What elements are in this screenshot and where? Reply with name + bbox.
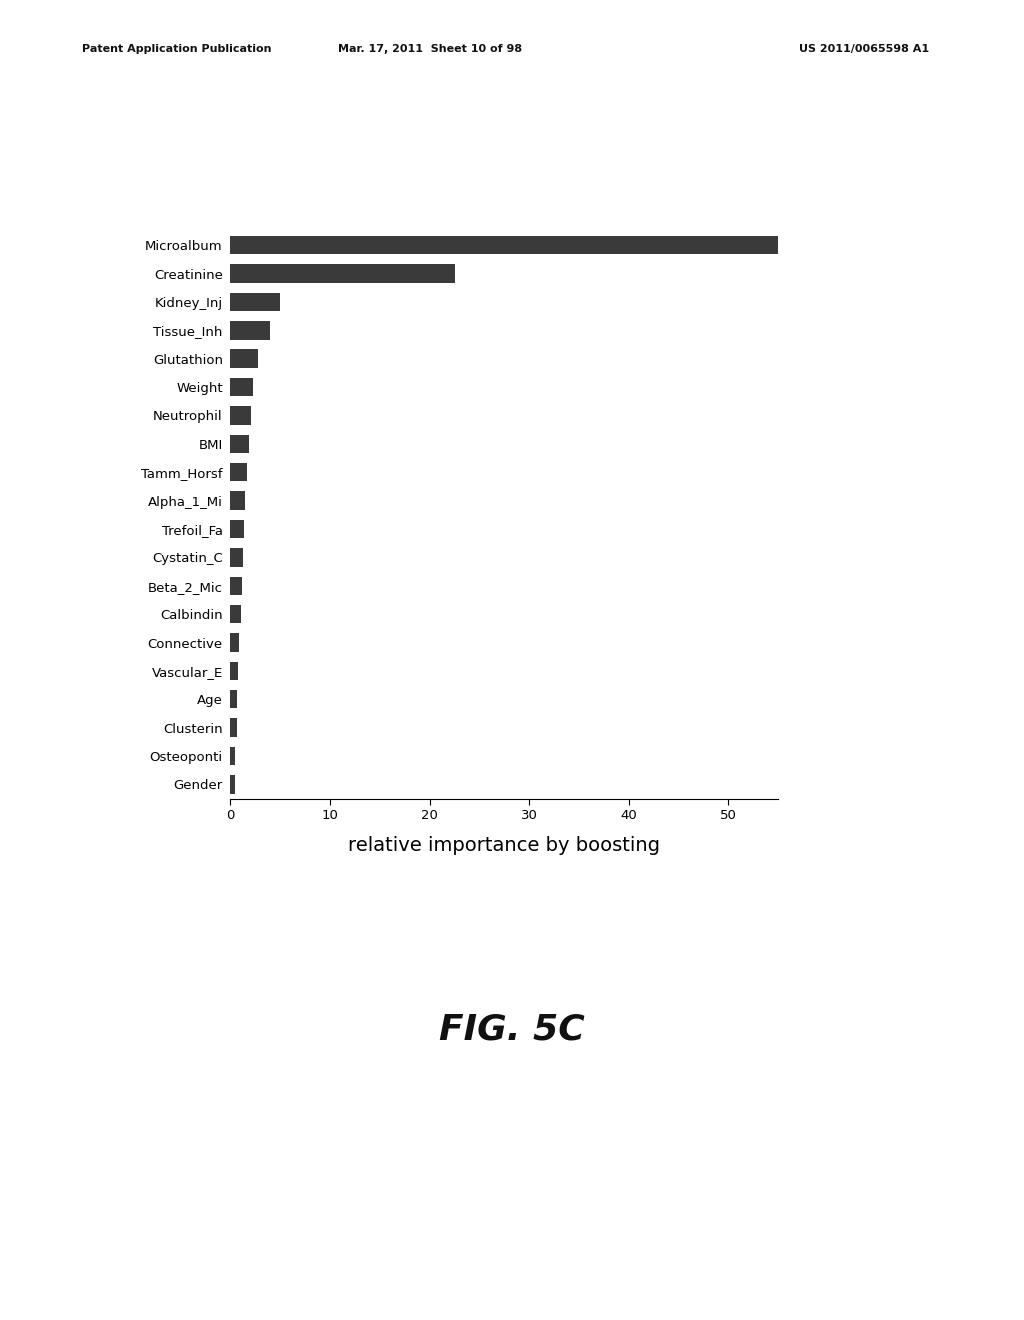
X-axis label: relative importance by boosting: relative importance by boosting bbox=[348, 836, 660, 855]
Bar bbox=[230, 491, 246, 510]
Bar bbox=[230, 407, 251, 425]
Bar bbox=[230, 775, 234, 793]
Bar bbox=[230, 520, 245, 539]
Bar bbox=[230, 434, 249, 453]
Bar bbox=[230, 236, 778, 255]
Bar bbox=[230, 293, 281, 312]
Bar bbox=[230, 747, 236, 766]
Bar bbox=[230, 548, 244, 566]
Bar bbox=[230, 321, 270, 339]
Bar bbox=[230, 634, 240, 652]
Text: US 2011/0065598 A1: US 2011/0065598 A1 bbox=[799, 44, 929, 54]
Bar bbox=[230, 378, 253, 396]
Bar bbox=[230, 350, 258, 368]
Bar bbox=[230, 577, 243, 595]
Bar bbox=[230, 264, 455, 282]
Bar bbox=[230, 463, 248, 482]
Bar bbox=[230, 605, 241, 623]
Text: FIG. 5C: FIG. 5C bbox=[439, 1012, 585, 1047]
Bar bbox=[230, 690, 238, 709]
Bar bbox=[230, 718, 237, 737]
Text: Patent Application Publication: Patent Application Publication bbox=[82, 44, 271, 54]
Text: Mar. 17, 2011  Sheet 10 of 98: Mar. 17, 2011 Sheet 10 of 98 bbox=[338, 44, 522, 54]
Bar bbox=[230, 661, 239, 680]
